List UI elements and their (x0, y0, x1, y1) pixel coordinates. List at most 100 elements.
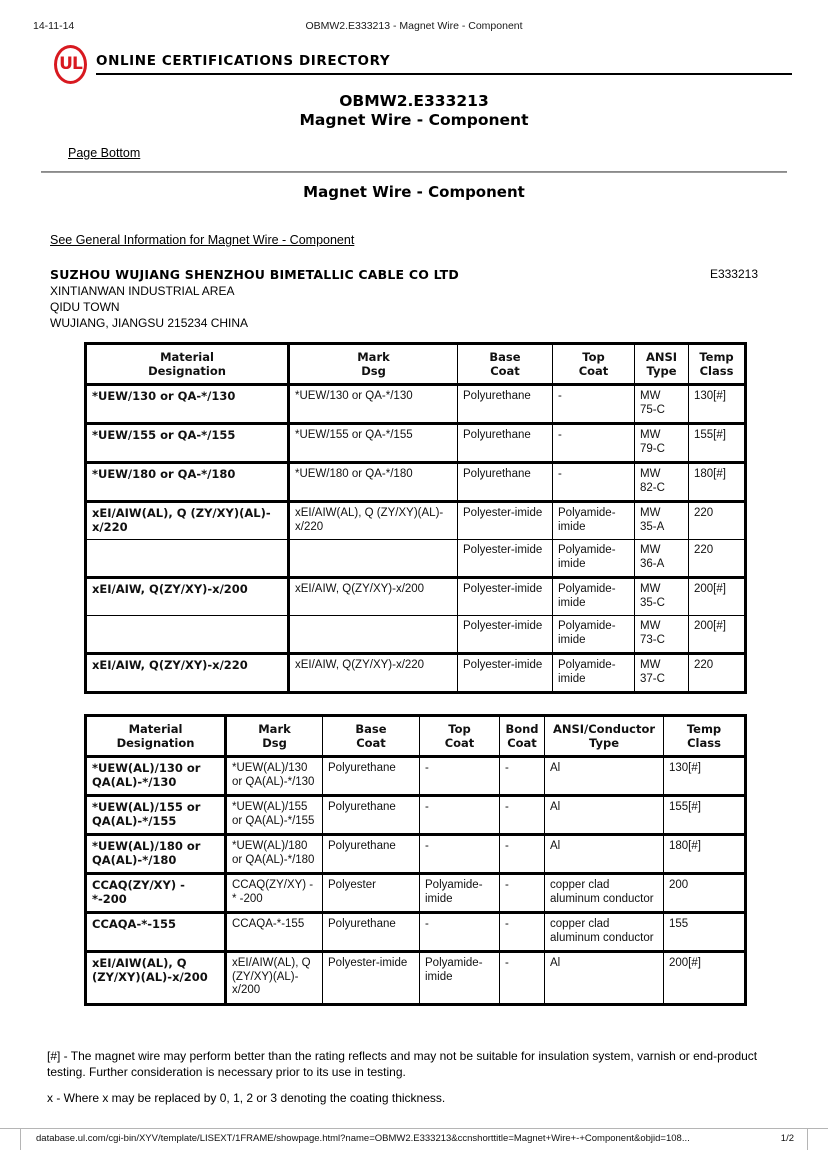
cell-temp-class: 155[#] (663, 794, 746, 835)
ansi-type-line2: 35-C (640, 596, 665, 609)
cell-mark-dsg: *UEW/180 or QA-*/180 (288, 461, 458, 502)
cell-base-coat: Polyester-imide (322, 950, 420, 1005)
table-row: *UEW/180 or QA-*/180 *UEW/180 or QA-*/180… (85, 461, 746, 502)
print-header: 14-11-14 OBMW2.E333213 - Magnet Wire - C… (0, 20, 828, 36)
column-header-line1: Base (489, 350, 521, 364)
ansi-type-line1: MW (640, 659, 661, 671)
magnet-wire-table-copper: Material Designation Mark Dsg Base Coat Top Coa… (84, 342, 747, 694)
column-header-line1: Top (582, 350, 605, 364)
cell-material-designation (85, 615, 290, 654)
column-header-line2: Coat (578, 364, 609, 378)
cell-temp-class: 200 (663, 872, 746, 913)
cell-material-designation: xEI/AIW(AL), Q (ZY/XY)(AL)-x/200 (85, 950, 227, 1005)
column-header-line2: Dsg (262, 736, 287, 750)
cell-bond-coat: - (499, 794, 545, 835)
table-row: xEI/AIW, Q(ZY/XY)-x/200 xEI/AIW, Q(ZY/XY)… (85, 576, 746, 616)
ansi-type-line2: 35-A (640, 520, 665, 533)
column-header-line1: Top (448, 722, 471, 736)
cell-conductor-type: Al (544, 833, 664, 874)
cell-material-designation: *UEW/155 or QA-*/155 (85, 422, 290, 463)
cell-temp-class: 155 (663, 911, 746, 952)
cell-top-coat: Polyamide-imide (552, 576, 635, 616)
cell-top-coat: - (419, 911, 500, 952)
cell-material-designation: xEI/AIW, Q(ZY/XY)-x/220 (85, 652, 290, 693)
cell-mark-dsg: *UEW/155 or QA-*/155 (288, 422, 458, 463)
column-header-line1: Mark (357, 350, 390, 364)
cell-mark-dsg: *UEW/130 or QA-*/130 (288, 384, 458, 424)
magnet-wire-table-aluminum: Material Designation Mark Dsg Base Coat Top Coa… (84, 714, 747, 1006)
cell-conductor-type: Al (544, 756, 664, 796)
cell-mark-dsg: CCAQ(ZY/XY) - * -200 (225, 872, 323, 913)
cell-bond-coat: - (499, 950, 545, 1005)
ansi-type-line2: 75-C (640, 403, 665, 416)
table-row: *UEW(AL)/155 or QA(AL)-*/155 *UEW(AL)/155… (85, 794, 746, 835)
footer-url: database.ul.com/cgi-bin/XYV/template/LIS… (36, 1133, 690, 1144)
column-header-line2: Class (687, 736, 721, 750)
cell-ansi-type: MW 73-C (634, 615, 689, 654)
table-row: xEI/AIW(AL), Q (ZY/XY)(AL)-x/220 xEI/AIW(… (85, 500, 746, 540)
cell-mark-dsg: CCAQA-*-155 (225, 911, 323, 952)
column-header-line2: Coat (490, 364, 520, 378)
ul-brand-bar: UL ONLINE CERTIFICATIONS DIRECTORY (47, 44, 792, 86)
company-address-line-1: XINTIANWAN INDUSTRIAL AREA (50, 284, 235, 298)
cell-mark-dsg: xEI/AIW(AL), Q (ZY/XY)(AL)-x/200 (225, 950, 323, 1005)
ansi-type-line1: MW (640, 468, 661, 480)
cell-top-coat: Polyamide-imide (552, 539, 635, 578)
cell-bond-coat: - (499, 756, 545, 796)
general-information-link[interactable]: See General Information for Magnet Wire … (50, 233, 355, 247)
cell-temp-class: 180[#] (688, 461, 746, 502)
page-bottom-link[interactable]: Page Bottom (68, 146, 141, 160)
table-row: CCAQ(ZY/XY) - *-200 CCAQ(ZY/XY) - * -200 P… (85, 872, 746, 913)
table-one-header-row: Material Designation Mark Dsg Base Coat Top Coa… (85, 343, 746, 386)
cell-ansi-type: MW 35-A (634, 500, 689, 540)
table-two-header: Material Designation Mark Dsg Base Coat Top Coa… (85, 715, 746, 758)
company-block: SUZHOU WUJIANG SHENZHOU BIMETALLIC CABLE… (50, 267, 750, 330)
cell-material-designation: CCAQ(ZY/XY) - *-200 (85, 872, 227, 913)
cell-temp-class: 155[#] (688, 422, 746, 463)
cell-material-designation: *UEW/130 or QA-*/130 (85, 384, 290, 424)
cell-mark-dsg (288, 539, 458, 578)
cell-top-coat: - (419, 794, 500, 835)
cell-temp-class: 220 (688, 652, 746, 693)
cell-mark-dsg: xEI/AIW, Q(ZY/XY)-x/200 (288, 576, 458, 616)
cell-bond-coat: - (499, 911, 545, 952)
column-header-1: Mark Dsg (288, 343, 458, 386)
column-header-3: Top Coat (552, 343, 635, 386)
column-header-4: Bond Coat (499, 715, 545, 758)
brand-rule-divider (96, 73, 792, 75)
ansi-type-line1: MW (640, 429, 661, 441)
cell-temp-class: 130[#] (688, 384, 746, 424)
ul-logo-ring (54, 45, 87, 84)
ansi-type-line2: 79-C (640, 442, 665, 455)
table-row: *UEW(AL)/130 or QA(AL)-*/130 *UEW(AL)/130… (85, 756, 746, 796)
column-header-5: ANSI/Conductor Type (544, 715, 664, 758)
cell-temp-class: 200[#] (688, 576, 746, 616)
online-certifications-directory-label: ONLINE CERTIFICATIONS DIRECTORY (96, 53, 391, 69)
column-header-4: ANSI Type (634, 343, 689, 386)
table-one-header: Material Designation Mark Dsg Base Coat Top Coa… (85, 343, 746, 386)
footnote-x: x - Where x may be replaced by 0, 1, 2 o… (47, 1091, 446, 1105)
column-header-line2: Class (699, 364, 734, 378)
cell-temp-class: 220 (688, 500, 746, 540)
cell-top-coat: Polyamide-imide (552, 615, 635, 654)
table-row: *UEW/155 or QA-*/155 *UEW/155 or QA-*/155… (85, 422, 746, 463)
cell-ansi-type: MW 82-C (634, 461, 689, 502)
ul-logo-icon[interactable]: UL (52, 44, 94, 86)
cell-top-coat: - (419, 833, 500, 874)
footer-border-right (807, 1128, 808, 1150)
cell-top-coat: - (552, 422, 635, 463)
cell-ansi-type: MW 36-A (634, 539, 689, 578)
column-header-line2: Coat (356, 736, 386, 750)
column-header-line1: Temp (699, 350, 734, 364)
print-footer: database.ul.com/cgi-bin/XYV/template/LIS… (0, 1128, 828, 1149)
cell-conductor-type: copper clad aluminum conductor (544, 911, 664, 952)
cell-top-coat: - (552, 384, 635, 424)
table-two-header-row: Material Designation Mark Dsg Base Coat Top Coa… (85, 715, 746, 758)
cell-base-coat: Polyurethane (322, 911, 420, 952)
column-header-line1: Mark (258, 722, 291, 736)
cell-temp-class: 220 (688, 539, 746, 578)
cell-temp-class: 130[#] (663, 756, 746, 796)
column-header-line1: ANSI (645, 350, 678, 364)
cell-ansi-type: MW 37-C (634, 652, 689, 693)
